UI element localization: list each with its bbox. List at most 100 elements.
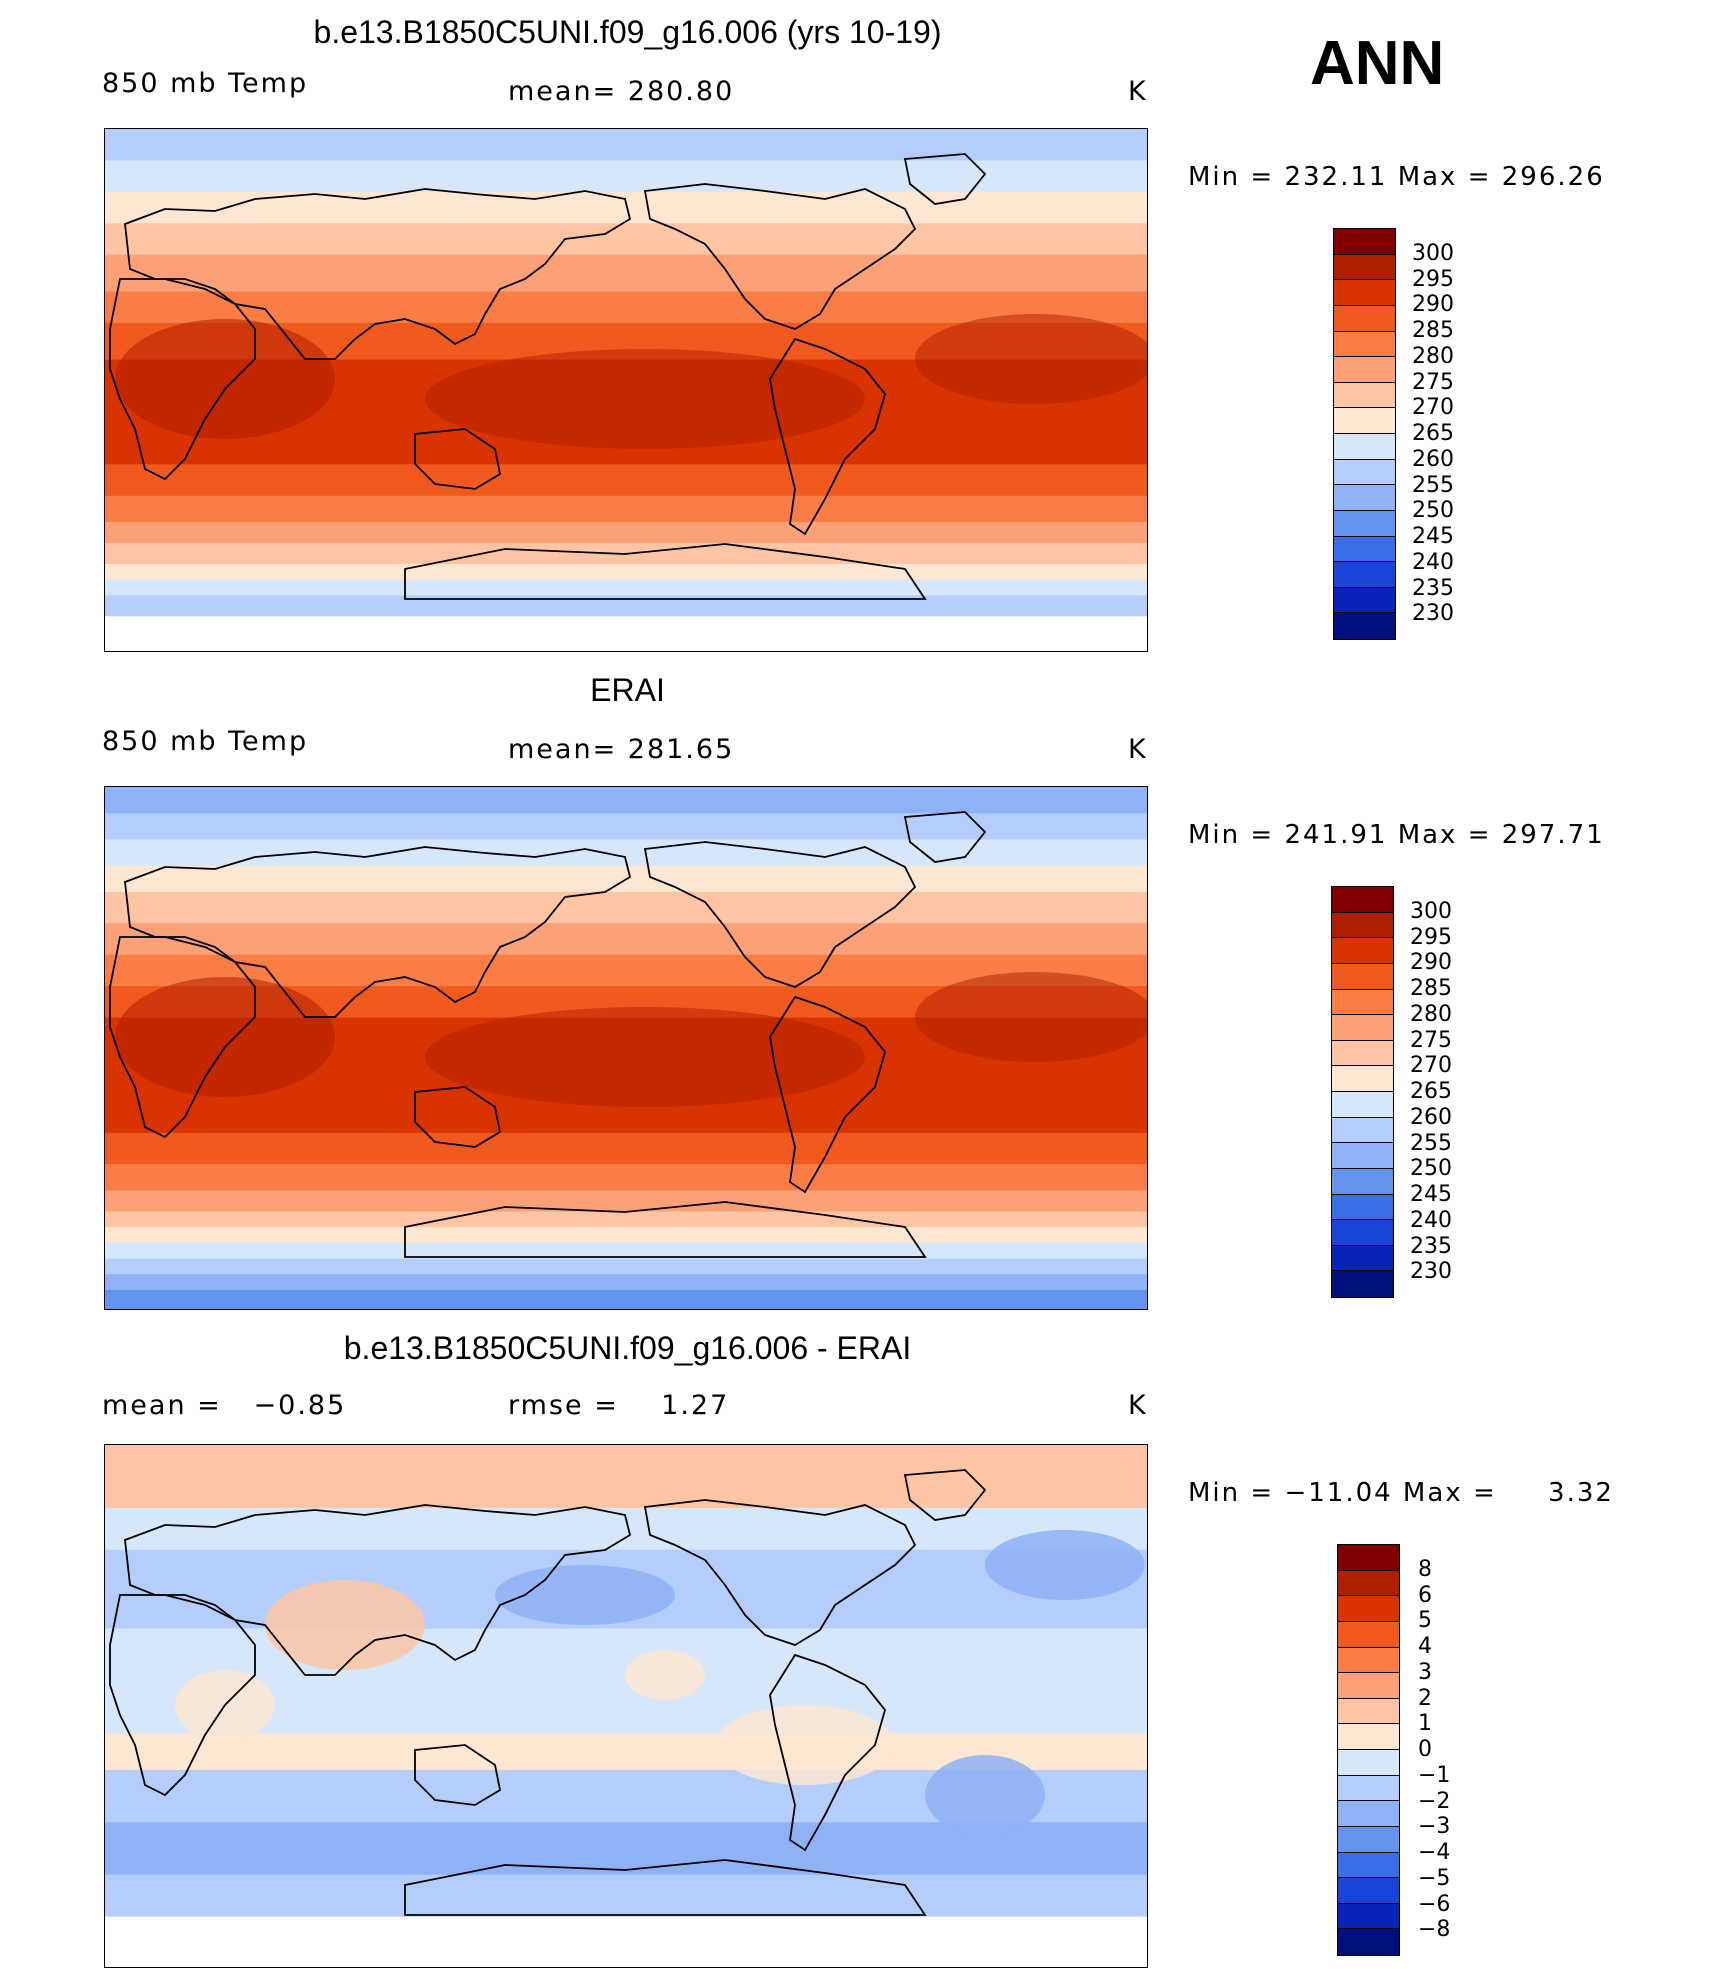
coastline: [404, 1859, 927, 1916]
colorbar-tick-label: −4: [1418, 1840, 1451, 1865]
contour-band: [105, 1874, 1147, 1918]
coastline: [404, 543, 927, 600]
colorbar-tick-label: 250: [1410, 1156, 1452, 1182]
colorbar-tick-label: 1: [1418, 1711, 1432, 1737]
coastline: [414, 1744, 502, 1806]
colorbar-swatch: [1338, 1647, 1399, 1674]
coastline: [903, 153, 987, 205]
contour-band: [105, 160, 1147, 193]
contour-band: [105, 595, 1147, 618]
contour-band: [105, 813, 1147, 841]
panel1-map: [104, 128, 1148, 652]
colorbar-swatch: [1332, 938, 1393, 964]
colorbar-tick-label: 4: [1418, 1634, 1432, 1659]
coastline: [414, 1086, 502, 1148]
colorbar-swatch: [1338, 1801, 1399, 1827]
contour-band: [105, 923, 1147, 956]
colorbar-swatch: [1338, 1621, 1399, 1648]
contour-band: [105, 291, 1147, 324]
colorbar-tick-label: 255: [1412, 472, 1454, 498]
contour-band: [105, 563, 1147, 581]
colorbar-tick-label: 275: [1410, 1027, 1452, 1053]
anomaly-region: [715, 1705, 895, 1785]
colorbar-tick-label: 6: [1418, 1582, 1432, 1608]
panel1-mean-label: mean= 280.80: [508, 76, 735, 107]
colorbar-swatch: [1334, 305, 1395, 332]
colorbar-swatch: [1338, 1724, 1399, 1750]
colorbar-tick-label: 300: [1412, 240, 1454, 266]
warm-region: [425, 1007, 865, 1107]
colorbar-swatch: [1332, 963, 1393, 990]
contour-band: [105, 891, 1147, 925]
panel2-map: [104, 786, 1148, 1310]
coastline: [404, 1201, 927, 1258]
colorbar-swatch: [1334, 485, 1395, 511]
panel1-title: b.e13.B1850C5UNI.f09_g16.006 (yrs 10-19): [313, 14, 942, 50]
panel3-colorbar: [1337, 1544, 1400, 1956]
panel1-variable-label: 850 mb Temp: [102, 68, 309, 99]
anomaly-region: [265, 1580, 425, 1670]
colorbar-swatch: [1334, 536, 1395, 563]
colorbar-swatch: [1338, 1852, 1399, 1879]
colorbar-swatch: [1334, 382, 1395, 409]
coastline: [903, 811, 987, 863]
panel2-mean-label: mean= 281.65: [508, 734, 735, 765]
colorbar-swatch: [1332, 1015, 1393, 1041]
colorbar-tick-label: 280: [1410, 1001, 1452, 1027]
colorbar-tick-label: −5: [1418, 1865, 1451, 1891]
colorbar-swatch: [1338, 1878, 1399, 1904]
coastlines: [109, 1469, 987, 1916]
colorbar-tick-label: 255: [1410, 1130, 1452, 1156]
coastline: [124, 188, 632, 360]
colorbar-tick-label: 235: [1412, 575, 1454, 601]
coastline: [769, 995, 886, 1194]
colorbar-tick-label: 260: [1410, 1104, 1452, 1130]
coastline: [124, 846, 632, 1018]
colorbar-tick-label: 230: [1410, 1259, 1452, 1285]
colorbar-swatch: [1332, 887, 1393, 913]
contour-band: [105, 1445, 1147, 1509]
anomaly-region: [625, 1650, 705, 1700]
coastline: [769, 1653, 886, 1852]
colorbar-swatch: [1332, 1271, 1393, 1297]
contour-band: [105, 787, 1147, 815]
coastline: [109, 1594, 256, 1797]
colorbar-swatch: [1332, 1040, 1393, 1067]
colorbar-tick-label: −3: [1418, 1814, 1451, 1840]
colorbar-swatch: [1332, 1092, 1393, 1118]
panel1-minmax: Min = 232.11 Max = 296.26: [1188, 162, 1605, 192]
colorbar-swatch: [1338, 1929, 1399, 1955]
colorbar-swatch: [1338, 1698, 1399, 1725]
colorbar-swatch: [1332, 989, 1393, 1016]
panel3-rmse-label: rmse = 1.27: [508, 1390, 730, 1421]
warm-region: [425, 349, 865, 449]
panel1-colorbar: [1333, 228, 1396, 640]
season-label: ANN: [1310, 29, 1445, 98]
anomaly-region: [495, 1565, 675, 1625]
coastline: [643, 1499, 917, 1646]
colorbar-swatch: [1334, 587, 1395, 614]
panel2-variable-label: 850 mb Temp: [102, 726, 309, 757]
warm-region: [915, 314, 1147, 404]
coastlines: [109, 153, 987, 600]
colorbar-tick-label: 8: [1418, 1556, 1432, 1582]
anomaly-region: [985, 1530, 1145, 1600]
warm-region: [915, 972, 1147, 1062]
panel2-colorbar-labels: 300 295 290 285 280 275 270 265 260 255 250 245 240 2…: [1410, 886, 1530, 1298]
colorbar-tick-label: 240: [1412, 549, 1454, 575]
coastline: [124, 1504, 632, 1676]
contour-band: [105, 129, 1147, 162]
contour-band: [105, 1132, 1147, 1166]
colorbar-swatch: [1334, 408, 1395, 434]
colorbar-swatch: [1338, 1570, 1399, 1597]
colorbar-swatch: [1334, 434, 1395, 460]
contour-band: [105, 1290, 1147, 1309]
colorbar-tick-label: 250: [1412, 498, 1454, 524]
colorbar-tick-label: −8: [1418, 1917, 1451, 1943]
contour-band: [105, 522, 1147, 544]
colorbar-swatch: [1334, 331, 1395, 358]
colorbar-tick-label: 285: [1412, 318, 1454, 343]
colorbar-tick-label: 270: [1412, 395, 1454, 421]
colorbar-swatch: [1338, 1750, 1399, 1776]
warm-regions: [115, 972, 1147, 1107]
